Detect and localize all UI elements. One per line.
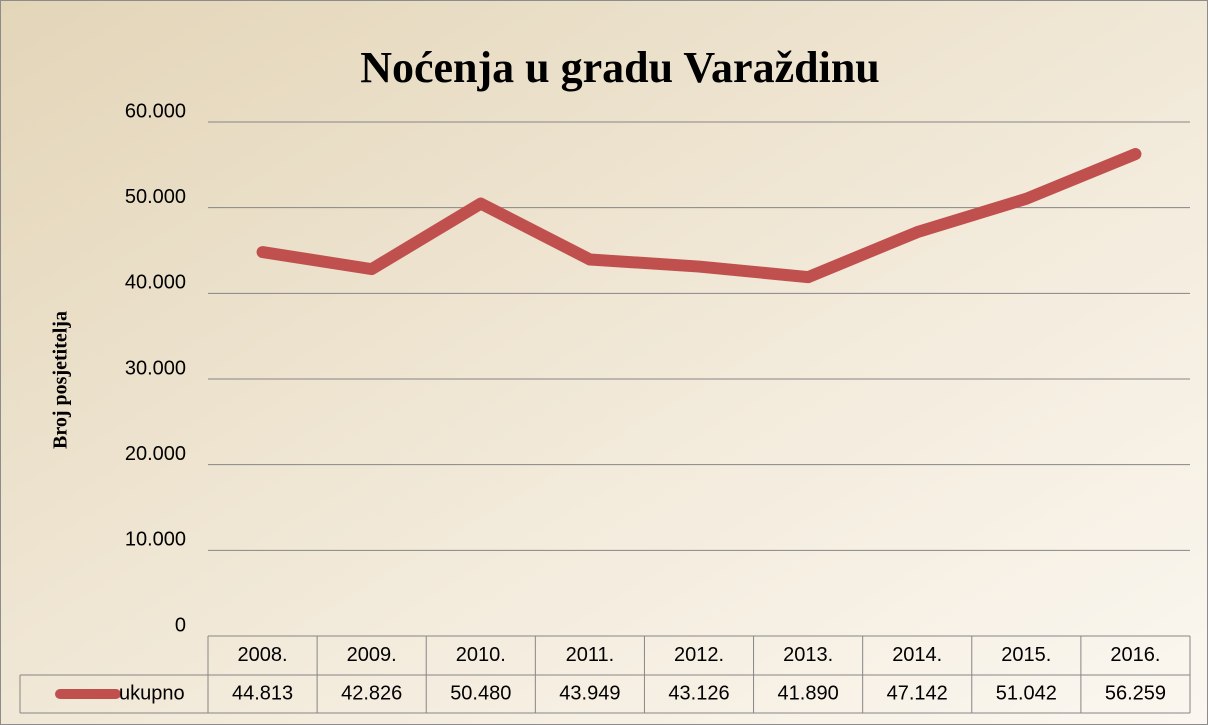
- x-tick-label: 2013.: [783, 644, 833, 666]
- data-label: 51.042: [996, 682, 1057, 704]
- y-tick-label: 40.000: [125, 272, 186, 294]
- data-label: 41.890: [778, 682, 839, 704]
- data-label: 56.259: [1105, 682, 1166, 704]
- legend-label: ukupno: [119, 682, 185, 704]
- x-tick-label: 2011.: [566, 644, 615, 666]
- data-label: 43.949: [559, 682, 620, 704]
- x-tick-label: 2010.: [456, 644, 506, 666]
- data-label: 44.813: [232, 682, 293, 704]
- y-tick-label: 60.000: [125, 100, 186, 122]
- y-tick-label: 20.000: [125, 443, 186, 465]
- y-tick-label: 10.000: [125, 529, 186, 551]
- y-tick-label: 30.000: [125, 357, 186, 379]
- chart-title: Noćenja u gradu Varaždinu: [360, 43, 880, 92]
- data-label: 42.826: [341, 682, 402, 704]
- data-label: 43.126: [668, 682, 729, 704]
- x-tick-label: 2012.: [674, 644, 724, 666]
- x-tick-label: 2009.: [347, 644, 397, 666]
- y-tick-label: 50.000: [125, 186, 186, 208]
- data-label: 47.142: [887, 682, 948, 704]
- x-tick-label: 2016.: [1110, 644, 1160, 666]
- y-axis-label: Broj posjetitelja: [50, 311, 72, 449]
- x-tick-label: 2008.: [238, 644, 288, 666]
- x-tick-label: 2015.: [1001, 644, 1051, 666]
- data-label: 50.480: [450, 682, 511, 704]
- y-tick-label: 0: [175, 614, 186, 636]
- data-line: [256, 148, 1142, 284]
- x-tick-label: 2014.: [892, 644, 942, 666]
